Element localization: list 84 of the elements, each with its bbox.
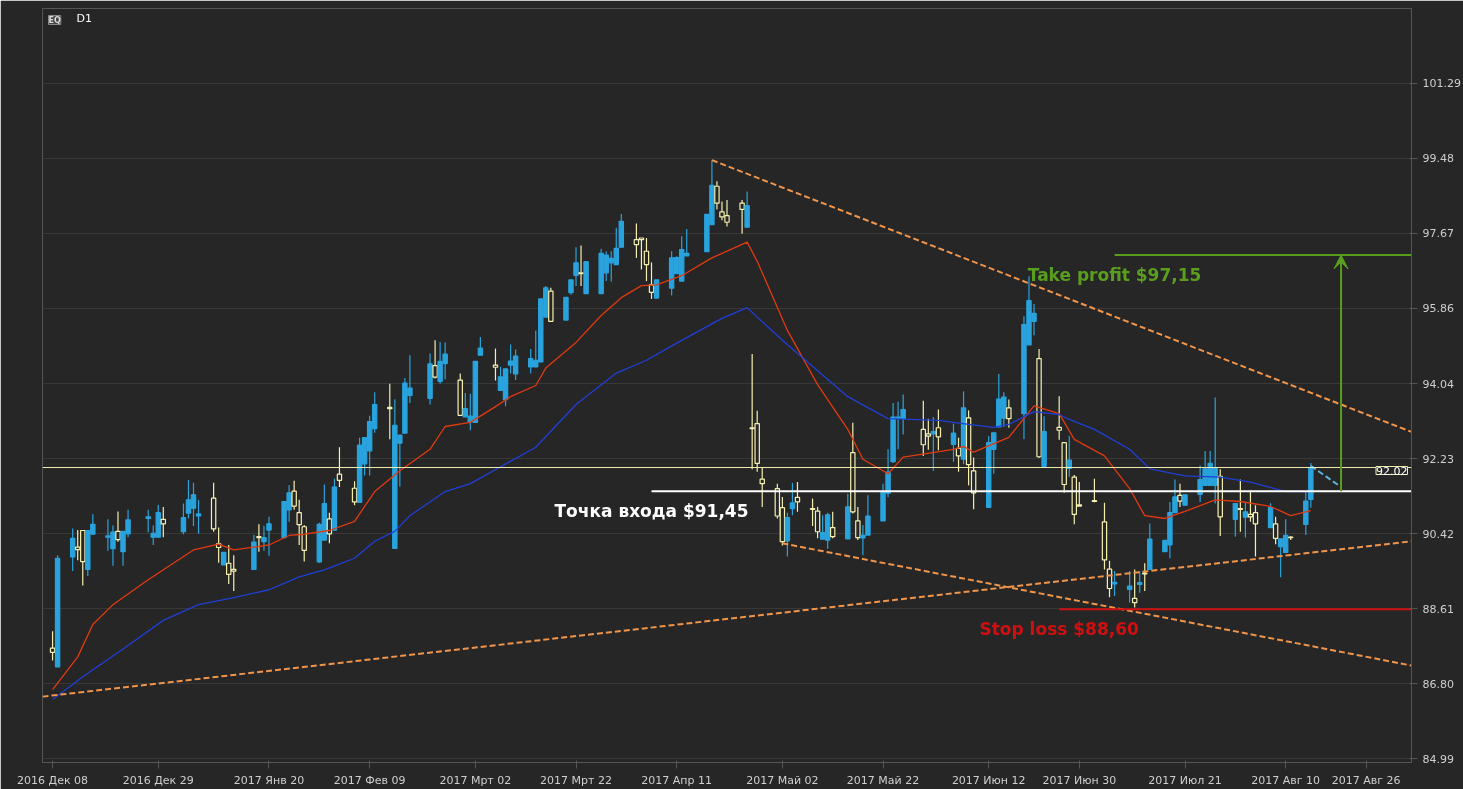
candlestick (190, 482, 197, 527)
candlestick (1126, 570, 1133, 604)
x-tick-label: 2017 Мрт 22 (540, 773, 612, 787)
candlestick (578, 244, 584, 287)
y-tick-label: 101.29 (1422, 77, 1461, 91)
y-tick-label: 92.23 (1422, 452, 1454, 466)
y-tick-label: 95.86 (1422, 302, 1454, 316)
line-series (51, 241, 1312, 691)
candlestick (633, 222, 640, 259)
series-label: Take profit $97,15 (1027, 265, 1202, 285)
candlestick (492, 348, 499, 382)
candlestick (180, 502, 187, 535)
candlestick (789, 482, 796, 516)
x-tick-label: 2017 Май 02 (746, 773, 819, 787)
candlestick (387, 383, 393, 440)
x-tick-label: 2017 Авг 10 (1251, 773, 1321, 787)
candlestick (1272, 516, 1279, 545)
candlestick (1136, 570, 1143, 594)
x-tick-label: 2017 Май 22 (846, 773, 920, 787)
candlestick (1006, 398, 1012, 429)
y-tick-label: 97.67 (1422, 227, 1454, 241)
candlestick (1277, 538, 1284, 578)
candlestick (432, 339, 438, 380)
y-tick-label: 88.61 (1422, 602, 1454, 616)
candlestick (69, 527, 76, 572)
candlestick (195, 499, 202, 535)
candlestick (563, 296, 569, 321)
chart-title: D1 (76, 11, 92, 25)
candlestick (160, 506, 167, 538)
candlestick (1242, 501, 1249, 539)
candlestick (920, 400, 927, 457)
candlestick (291, 480, 297, 511)
candlestick (950, 423, 957, 463)
y-tick-label: 99.48 (1422, 152, 1454, 166)
candlestick (814, 506, 821, 539)
x-tick-label: 2017 Июн 12 (951, 773, 1026, 787)
candlestick (935, 408, 942, 451)
y-tick-label: 86.80 (1422, 677, 1454, 691)
candlestick (1177, 483, 1183, 508)
candlestick (819, 514, 826, 540)
x-tick-label: 2017 Янв 20 (233, 773, 305, 787)
candlestick (1267, 502, 1274, 529)
series-label: Stop loss $88,60 (979, 619, 1140, 640)
candlestick (477, 336, 484, 356)
y-tick-label: 84.99 (1422, 752, 1454, 766)
x-tick-label: 2017 Авг 26 (1331, 773, 1401, 787)
series-label: Точка входа $91,45 (554, 501, 749, 522)
candlestick (1066, 435, 1072, 478)
candlestick (653, 279, 660, 299)
x-tick-label: 2017 Мрт 02 (439, 773, 512, 787)
candlestick (638, 237, 645, 271)
candlestick (351, 480, 358, 506)
candlestick (1232, 502, 1239, 538)
candlestick (1111, 570, 1118, 597)
candlestick (794, 481, 801, 513)
candlestick (809, 498, 816, 527)
candlestick (1252, 504, 1259, 558)
candlestick (744, 191, 750, 228)
candlestick (829, 511, 836, 539)
candlestick (256, 523, 262, 553)
x-tick-label: 2016 Дек 29 (122, 773, 194, 787)
y-tick-label: 90.42 (1422, 527, 1454, 541)
candlestick (925, 418, 932, 451)
x-tick-label: 2017 Июл 21 (1148, 773, 1222, 787)
candlestick (1056, 395, 1062, 441)
candlestick (739, 199, 745, 235)
candlestick (784, 512, 791, 558)
y-tick-label: 94.04 (1422, 377, 1454, 391)
x-tick-label: 2017 Июн 30 (1042, 773, 1117, 787)
candlestick (512, 348, 519, 381)
ref-line-label: 92.02 (1376, 464, 1408, 478)
candlestick (74, 529, 81, 561)
candlestick (507, 343, 514, 375)
candlestick (1282, 518, 1289, 554)
x-tick-label: 2017 Фев 09 (333, 773, 406, 787)
x-tick-label: 2016 Дек 08 (17, 773, 89, 787)
candlestick (643, 237, 650, 282)
annotation: EQ (48, 15, 61, 25)
x-tick-label: 2017 Апр 11 (641, 773, 713, 787)
candlestick (1237, 478, 1244, 533)
candlestick (185, 479, 192, 520)
candlestick (145, 509, 151, 533)
candlestick (1142, 562, 1148, 592)
candlestick (930, 416, 937, 472)
